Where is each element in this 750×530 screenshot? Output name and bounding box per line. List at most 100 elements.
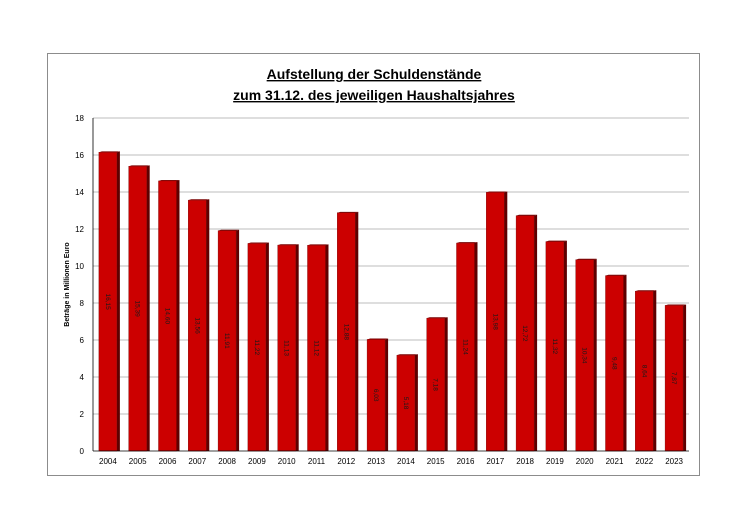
value-label: 10,34 bbox=[581, 347, 588, 364]
bar-side bbox=[295, 244, 299, 451]
bar-top bbox=[367, 338, 389, 340]
bar-side bbox=[265, 242, 269, 451]
y-tick-label: 4 bbox=[80, 373, 85, 382]
bar bbox=[337, 211, 359, 452]
value-label: 5,18 bbox=[402, 397, 409, 410]
chart-frame: Aufstellung der Schuldenstände zum 31.12… bbox=[47, 53, 700, 476]
bar-top bbox=[98, 151, 120, 153]
y-tick-label: 8 bbox=[80, 299, 85, 308]
bar-side bbox=[683, 304, 687, 451]
bar bbox=[217, 229, 240, 452]
bar-side bbox=[623, 274, 627, 451]
chart-title-line-1: Aufstellung der Schuldenstände bbox=[267, 66, 482, 82]
bar-top bbox=[218, 229, 240, 231]
value-label: 15,39 bbox=[134, 301, 141, 318]
bar-side bbox=[385, 338, 389, 451]
x-tick-label: 2006 bbox=[159, 457, 177, 466]
bar bbox=[486, 191, 508, 452]
bar-top bbox=[575, 258, 597, 260]
bar-top bbox=[486, 191, 508, 193]
bar-side bbox=[176, 180, 180, 451]
value-label: 12,88 bbox=[342, 324, 349, 341]
bar-side bbox=[563, 240, 567, 451]
x-tick-label: 2009 bbox=[248, 457, 266, 466]
x-tick-label: 2014 bbox=[397, 457, 415, 466]
x-tick-label: 2013 bbox=[367, 457, 385, 466]
x-tick-label: 2016 bbox=[457, 457, 475, 466]
x-tick-label: 2011 bbox=[308, 457, 326, 466]
x-tick-label: 2004 bbox=[99, 457, 117, 466]
bar bbox=[605, 274, 627, 452]
bar-side bbox=[593, 258, 597, 451]
bar bbox=[307, 244, 329, 452]
bar-top bbox=[456, 242, 478, 244]
bar-top bbox=[337, 211, 359, 213]
gridlines bbox=[93, 117, 689, 415]
y-tick-label: 0 bbox=[80, 447, 85, 456]
chart-title-line-2: zum 31.12. des jeweiligen Haushaltsjahre… bbox=[233, 87, 515, 103]
bar-top bbox=[307, 244, 329, 246]
y-axis-ticks: 0 2 4 6 8 10 12 14 16 18 bbox=[75, 114, 84, 456]
y-tick-label: 6 bbox=[80, 336, 85, 345]
bar-side bbox=[534, 214, 538, 451]
bar-top bbox=[247, 242, 269, 244]
bars bbox=[98, 151, 687, 452]
bar-side bbox=[444, 317, 448, 451]
bar bbox=[98, 151, 120, 452]
x-tick-label: 2010 bbox=[278, 457, 296, 466]
x-tick-label: 2023 bbox=[665, 457, 683, 466]
y-tick-label: 18 bbox=[75, 114, 84, 123]
value-labels: 16,15 15,39 14,60 13,56 11,91 11,22 11,13 11,12… bbox=[104, 293, 677, 409]
x-tick-label: 2005 bbox=[129, 457, 147, 466]
bar-top bbox=[396, 354, 418, 356]
y-tick-label: 16 bbox=[75, 151, 84, 160]
y-tick-label: 2 bbox=[80, 410, 85, 419]
value-label: 8,64 bbox=[640, 365, 647, 378]
x-tick-label: 2018 bbox=[516, 457, 534, 466]
value-label: 11,91 bbox=[223, 333, 230, 349]
bar bbox=[545, 240, 567, 452]
value-label: 11,22 bbox=[253, 339, 260, 355]
value-label: 7,87 bbox=[670, 372, 677, 385]
bar-chart: Aufstellung der Schuldenstände zum 31.12… bbox=[64, 66, 689, 466]
bar-side bbox=[504, 191, 508, 451]
bar bbox=[366, 338, 389, 452]
bar-side bbox=[355, 211, 359, 451]
x-tick-label: 2022 bbox=[635, 457, 653, 466]
bar bbox=[515, 214, 538, 452]
bar-top bbox=[516, 214, 538, 216]
bar-side bbox=[236, 229, 240, 451]
bar-top bbox=[545, 240, 567, 242]
bar-top bbox=[605, 274, 627, 276]
value-label: 6,03 bbox=[372, 389, 379, 402]
bar bbox=[128, 165, 150, 452]
value-label: 9,48 bbox=[611, 357, 618, 370]
bar-side bbox=[474, 242, 478, 451]
bar bbox=[575, 258, 597, 452]
x-tick-label: 2008 bbox=[218, 457, 236, 466]
bar bbox=[456, 242, 478, 452]
y-tick-label: 12 bbox=[75, 225, 84, 234]
x-tick-label: 2021 bbox=[606, 457, 624, 466]
x-tick-label: 2020 bbox=[576, 457, 594, 466]
x-axis-ticks: 2004 2005 2006 2007 2008 2009 2010 2011 2012 2013… bbox=[99, 457, 684, 466]
bar-top bbox=[635, 290, 657, 292]
value-label: 7,18 bbox=[432, 378, 439, 391]
x-tick-label: 2015 bbox=[427, 457, 445, 466]
y-tick-label: 14 bbox=[75, 188, 84, 197]
y-tick-label: 10 bbox=[75, 262, 84, 271]
bar bbox=[426, 317, 448, 452]
bar bbox=[277, 244, 299, 452]
value-label: 11,24 bbox=[462, 339, 469, 355]
value-label: 16,15 bbox=[104, 293, 111, 310]
bar bbox=[664, 304, 687, 452]
value-label: 13,56 bbox=[193, 317, 200, 334]
value-label: 11,32 bbox=[551, 338, 558, 354]
value-label: 13,98 bbox=[491, 314, 498, 331]
bar-top bbox=[277, 244, 299, 246]
bar bbox=[396, 354, 418, 452]
bar-side bbox=[146, 165, 150, 451]
bar-side bbox=[206, 199, 210, 451]
axes bbox=[92, 118, 689, 452]
value-label: 11,12 bbox=[313, 340, 320, 356]
